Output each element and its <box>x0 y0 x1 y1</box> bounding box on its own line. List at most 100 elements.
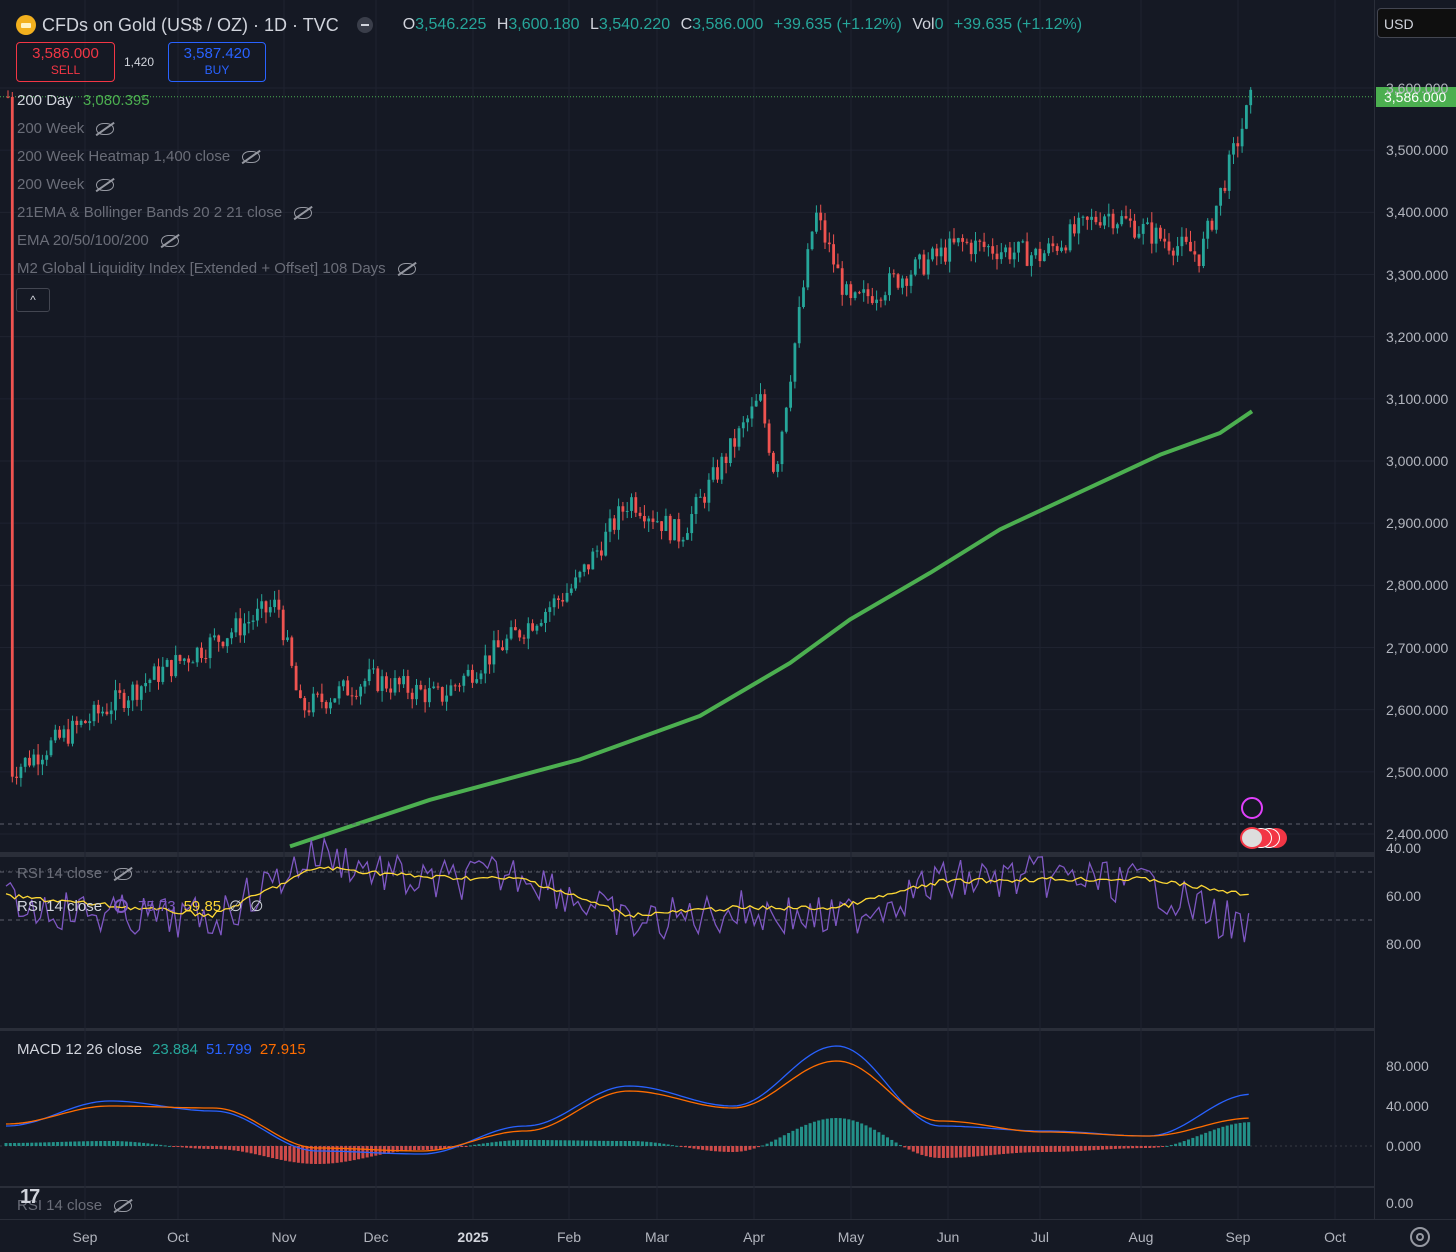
gear-icon[interactable] <box>1410 1227 1430 1247</box>
price-axis-label: 2,500.000 <box>1386 763 1449 780</box>
candle-body <box>84 720 87 724</box>
low-key: L <box>590 16 599 33</box>
macd-histogram-bar <box>610 1140 614 1146</box>
eye-off-icon[interactable] <box>397 262 416 275</box>
macd-histogram-bar <box>778 1137 782 1146</box>
macd-histogram-bar <box>894 1142 898 1146</box>
rsi-bottom-legend[interactable]: RSI 14 close <box>17 1197 133 1214</box>
candle-body <box>88 721 92 724</box>
candle-body <box>161 666 165 682</box>
macd-histogram-bar <box>1122 1146 1126 1149</box>
indicator-200-day[interactable]: 200 Day 3,080.395 <box>17 92 150 109</box>
macd-legend[interactable]: MACD 12 26 close 23.884 51.799 27.915 <box>17 1041 306 1058</box>
macd-histogram-bar <box>795 1128 799 1146</box>
macd-histogram-bar <box>266 1146 270 1158</box>
eye-off-icon[interactable] <box>160 234 179 247</box>
macd-histogram-bar <box>946 1146 950 1158</box>
close-key: C <box>680 16 693 33</box>
candle-body <box>509 627 513 639</box>
eye-off-icon[interactable] <box>114 867 133 880</box>
candle-body <box>157 666 160 682</box>
candle-body <box>797 307 801 344</box>
rsi-hidden-legend[interactable]: RSI 14 close <box>17 865 133 882</box>
macd-histogram-bar <box>1212 1129 1216 1146</box>
candle-body <box>918 254 921 260</box>
buy-button[interactable]: 3,587.420 BUY <box>168 42 266 82</box>
macd-histogram-bar <box>1247 1122 1251 1146</box>
indicator-200-week-2[interactable]: 200 Week <box>17 176 115 193</box>
refresh-icon[interactable] <box>114 899 129 913</box>
eye-off-icon[interactable] <box>114 1199 133 1212</box>
eye-off-icon[interactable] <box>96 178 115 191</box>
currency-selector[interactable]: USD <box>1377 8 1456 38</box>
candle-body <box>845 284 848 295</box>
macd-histogram-bar <box>1088 1146 1092 1151</box>
candle-body <box>410 692 414 700</box>
macd-histogram-bar <box>507 1140 511 1146</box>
macd-histogram-bar <box>30 1142 34 1146</box>
candle-body <box>754 400 758 407</box>
minimize-icon[interactable] <box>356 17 373 33</box>
candle-body <box>122 692 126 709</box>
candle-body <box>870 296 874 304</box>
candle-body <box>475 679 479 683</box>
candle-body <box>32 754 36 766</box>
volume-change: +39.635 (+1.12%) <box>953 16 1083 33</box>
macd-histogram-bar <box>1174 1143 1178 1146</box>
macd-histogram-bar <box>137 1142 141 1146</box>
rsi-legend[interactable]: RSI 14 close 75.73 59.85 ∅ ∅ <box>17 897 263 916</box>
macd-histogram-bar <box>301 1146 305 1164</box>
macd-histogram-bar <box>253 1146 257 1155</box>
eye-off-icon[interactable] <box>242 150 261 163</box>
macd-histogram-bar <box>524 1140 528 1146</box>
macd-histogram-bar <box>185 1146 189 1148</box>
eye-off-icon[interactable] <box>96 122 115 135</box>
candle-body <box>225 638 229 647</box>
indicator-200-week-heatmap[interactable]: 200 Week Heatmap 1,400 close <box>17 148 261 165</box>
macd-histogram-bar <box>576 1140 580 1146</box>
candle-body <box>152 666 156 680</box>
macd-histogram-bar <box>830 1118 834 1146</box>
candle-body <box>195 647 199 663</box>
time-axis-label: Oct <box>167 1229 189 1245</box>
macd-histogram-bar <box>791 1130 795 1146</box>
candle-body <box>1064 247 1068 251</box>
candle-body <box>1227 154 1231 191</box>
indicator-ema-bollinger[interactable]: 21EMA & Bollinger Bands 20 2 21 close <box>17 204 313 221</box>
change-value: +39.635 (+1.12%) <box>773 16 902 33</box>
candle-body <box>1197 254 1201 267</box>
macd-histogram-bar <box>619 1140 623 1146</box>
macd-histogram-bar <box>516 1140 520 1146</box>
macd-histogram-bar <box>503 1140 507 1146</box>
macd-histogram-bar <box>709 1146 713 1151</box>
candle-body <box>329 702 332 709</box>
macd-line <box>5 1045 1249 1155</box>
macd-histogram-bar <box>180 1146 184 1148</box>
macd-histogram-bar <box>417 1146 421 1151</box>
symbol-title[interactable]: CFDs on Gold (US$ / OZ) · 1D · TVC <box>42 14 339 35</box>
candle-body <box>423 689 427 703</box>
macd-histogram-bar <box>873 1129 877 1146</box>
us-flag-icon[interactable] <box>1240 827 1264 849</box>
candle-body <box>139 686 143 700</box>
indicator-200-week[interactable]: 200 Week <box>17 120 115 137</box>
symbol-header: CFDs on Gold (US$ / OZ) · 1D · TVC O3,54… <box>16 12 1088 38</box>
indicator-ema-set[interactable]: EMA 20/50/100/200 <box>17 232 179 249</box>
sell-button[interactable]: 3,586.000 SELL <box>16 42 115 82</box>
candle-body <box>793 343 797 382</box>
macd-histogram-bar <box>1083 1146 1087 1151</box>
macd-histogram-bar <box>331 1146 335 1164</box>
macd-histogram-bar <box>1066 1146 1070 1152</box>
buy-label: BUY <box>204 63 230 77</box>
macd-histogram-bar <box>1010 1146 1014 1154</box>
indicator-m2-liquidity[interactable]: M2 Global Liquidity Index [Extended + Of… <box>17 260 416 277</box>
macd-histogram-bar <box>1109 1146 1113 1150</box>
candle-body <box>574 577 577 589</box>
candle-body <box>79 720 83 725</box>
lightning-icon[interactable] <box>1241 797 1263 819</box>
collapse-indicators-button[interactable]: ^ <box>16 288 50 312</box>
macd-histogram-bar <box>1161 1146 1165 1147</box>
eye-off-icon[interactable] <box>294 206 313 219</box>
macd-signal-line <box>5 1060 1249 1152</box>
